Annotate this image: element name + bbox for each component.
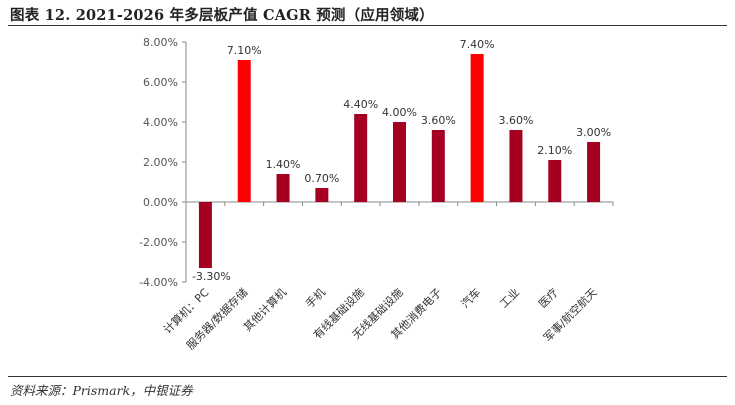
data-label: 3.60% [421, 114, 456, 127]
bar [548, 160, 562, 202]
y-tick-label: 2.00% [143, 156, 178, 169]
category-label: 医疗 [535, 285, 560, 310]
category-label: 汽车 [458, 285, 483, 310]
bar [431, 130, 445, 202]
data-label: 2.10% [537, 144, 572, 157]
y-tick-label: 0.00% [143, 196, 178, 209]
y-tick-label: -4.00% [139, 276, 178, 289]
bar [315, 188, 329, 202]
category-labels: 计算机：PC服务器/数据存储其他计算机 手机有线基础设施无线基础设施其他消费电子汽… [160, 285, 599, 352]
y-tick-label: 8.00% [143, 36, 178, 49]
data-labels: -3.30% 7.10% 1.40%0.70% 4.40% 4.00% 3.60% 7.40… [192, 38, 611, 283]
y-axis: 8.00% 6.00% 4.00% 2.00% 0.00% -2.00% -4.00% [139, 36, 614, 289]
source-divider [8, 376, 727, 377]
data-label: 4.40% [343, 98, 378, 111]
data-label: 1.40% [266, 158, 301, 171]
bar [276, 174, 290, 202]
bar [470, 54, 484, 202]
y-tick-label: 4.00% [143, 116, 178, 129]
chart-title: 图表 12. 2021-2026 年多层板产值 CAGR 预测（应用领域） [10, 7, 434, 24]
title-divider [8, 25, 727, 26]
bar [393, 122, 406, 202]
y-tick-label: -2.00% [139, 236, 178, 249]
bar [198, 202, 212, 268]
data-label: 3.60% [498, 114, 533, 127]
category-label: 工业 [497, 286, 522, 311]
bar [587, 142, 601, 202]
source-note: 资料来源：Prismark，中银证券 [10, 383, 193, 398]
bar [354, 114, 368, 202]
category-label: 手机 [303, 285, 328, 310]
data-label: 0.70% [304, 172, 339, 185]
bars [198, 54, 601, 268]
data-label: -3.30% [192, 270, 231, 283]
bar [237, 60, 251, 202]
data-label: 7.10% [227, 44, 262, 57]
data-label: 4.00% [382, 106, 417, 119]
bar [509, 130, 523, 202]
y-tick-label: 6.00% [143, 76, 178, 89]
data-label: 7.40% [460, 38, 495, 51]
data-label: 3.00% [576, 126, 611, 139]
